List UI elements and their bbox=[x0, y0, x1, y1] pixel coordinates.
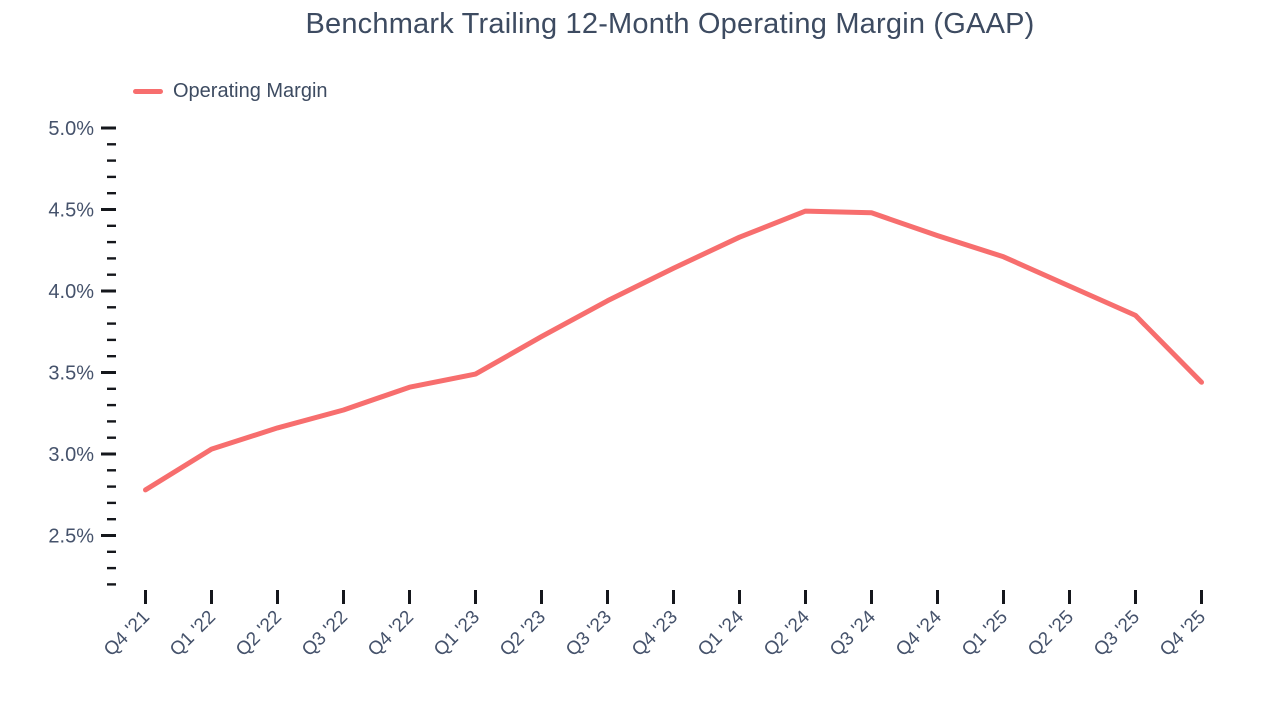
x-axis-tick-label: Q2 '25 bbox=[1024, 607, 1078, 661]
x-axis-tick-label: Q4 '25 bbox=[1156, 607, 1210, 661]
x-axis-tick-label: Q3 '25 bbox=[1090, 607, 1144, 661]
legend-line-swatch bbox=[133, 89, 163, 94]
legend-series-label: Operating Margin bbox=[173, 80, 328, 102]
y-axis-tick-label: 2.5% bbox=[48, 526, 94, 548]
x-axis-tick-label: Q1 '23 bbox=[430, 607, 484, 661]
chart-title: Benchmark Trailing 12-Month Operating Ma… bbox=[305, 8, 1035, 40]
series-line-operating-margin bbox=[143, 208, 1204, 493]
x-axis-tick-label: Q3 '22 bbox=[298, 607, 352, 661]
x-axis-tick-label: Q4 '24 bbox=[892, 606, 946, 660]
y-axis-tick-label: 5.0% bbox=[48, 118, 94, 140]
x-axis-tick-label: Q3 '23 bbox=[562, 607, 616, 661]
x-axis-tick-label: Q1 '25 bbox=[958, 607, 1012, 661]
x-axis-tick-label: Q2 '24 bbox=[760, 606, 814, 660]
x-axis-tick-label: Q2 '22 bbox=[232, 607, 286, 661]
x-axis-tick-label: Q4 '23 bbox=[628, 607, 682, 661]
x-axis-tick-label: Q4 '21 bbox=[100, 607, 154, 661]
legend: Operating Margin bbox=[133, 80, 328, 103]
y-axis-tick-label: 4.0% bbox=[48, 281, 94, 303]
x-axis-tick-label: Q2 '23 bbox=[496, 607, 550, 661]
x-axis-tick-label: Q4 '22 bbox=[364, 607, 418, 661]
x-axis-tick-label: Q1 '24 bbox=[694, 606, 748, 660]
y-axis-tick-label: 3.5% bbox=[48, 363, 94, 385]
x-axis-tick-label: Q3 '24 bbox=[826, 606, 880, 660]
x-axis-tick-label: Q1 '22 bbox=[166, 607, 220, 661]
y-axis-tick-label: 3.0% bbox=[48, 444, 94, 466]
y-axis-tick-label: 4.5% bbox=[48, 200, 94, 222]
